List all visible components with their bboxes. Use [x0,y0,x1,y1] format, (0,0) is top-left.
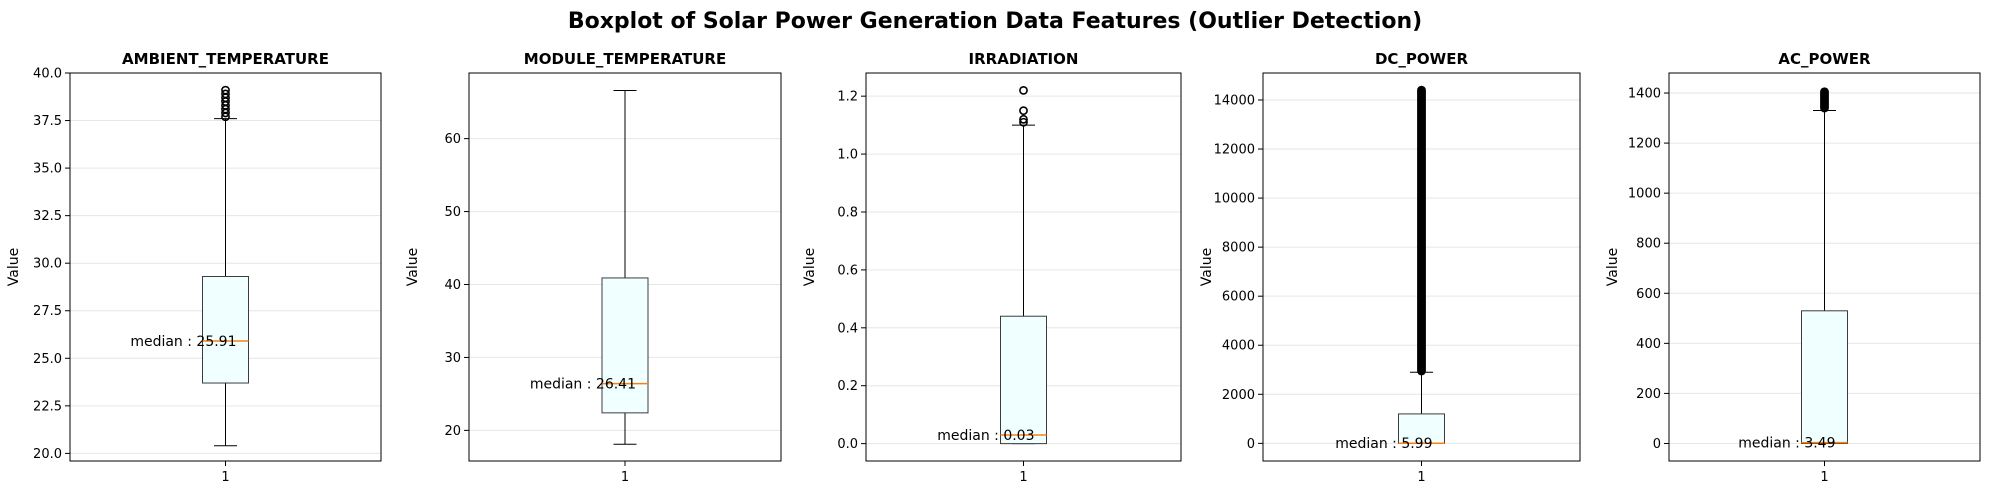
y-tick-label: 0.6 [837,263,858,278]
y-tick-label: 0.8 [837,205,858,220]
y-tick-label: 600 [1636,287,1661,302]
panel-title: MODULE_TEMPERATURE [524,50,726,68]
outlier-point [1019,114,1028,124]
y-tick-label: 200 [1636,387,1661,402]
y-axis-label: Value [405,248,421,286]
y-tick-label: 1.0 [837,148,858,163]
y-tick-label: 32.5 [33,209,62,224]
y-tick-label: 0 [1247,437,1255,452]
y-tick-label: 22.5 [33,399,62,414]
y-tick-label: 10000 [1214,192,1255,207]
median-annotation: median : 25.91 [130,334,236,350]
outlier-point [221,85,230,95]
y-axis-label: Value [6,248,22,286]
x-tick-label: 1 [1820,470,1828,485]
chart-panel-1: 20 30 40 50 60 1 MODULE_TEMPERATURE Value median… [405,50,782,485]
y-tick-label: 1.2 [837,90,858,105]
panel-title: AC_POWER [1778,50,1871,68]
outlier-cluster [1820,87,1829,113]
median-annotation: median : 26.41 [530,377,636,393]
iqr-box [202,276,249,384]
y-tick-label: 0.2 [837,379,858,394]
outlier-point [1019,106,1028,116]
y-tick-label: 20.0 [33,447,62,462]
y-tick-label: 8000 [1222,241,1255,256]
iqr-box [1000,315,1047,445]
chart-panel-3: 0 2000 4000 6000 8000 10000 12000 14000 1 DC_POWE… [1199,50,1581,485]
y-tick-label: 0.4 [837,321,858,336]
x-tick-label: 1 [1417,470,1425,485]
chart-panel-4: 0 200 400 600 800 1000 1200 1400 1 AC_POWER Value m… [1605,50,1981,485]
y-tick-label: 27.5 [33,304,62,319]
y-tick-label: 30 [444,351,461,366]
iqr-box [1801,310,1848,444]
y-axis-label: Value [1605,248,1621,286]
outlier-point [1019,85,1028,95]
chart-panel-2: 0.0 0.2 0.4 0.6 0.8 1.0 1.2 1 IRRADIATION Value me… [802,50,1182,485]
iqr-box [601,277,649,414]
y-tick-label: 30.0 [33,257,62,272]
y-tick-label: 35.0 [33,162,62,177]
median-annotation: median : 0.03 [937,428,1034,444]
y-tick-label: 2000 [1222,388,1255,403]
y-tick-label: 0.0 [837,437,858,452]
y-tick-label: 40.0 [33,67,62,82]
y-tick-label: 60 [444,132,461,147]
y-axis-label: Value [1199,248,1215,286]
outlier-point [1019,117,1028,127]
y-tick-label: 0 [1653,437,1661,452]
y-tick-label: 6000 [1222,290,1255,305]
figure-title: Boxplot of Solar Power Generation Data F… [568,9,1422,34]
panel-title: AMBIENT_TEMPERATURE [122,50,329,68]
y-tick-label: 14000 [1214,93,1255,108]
x-tick-label: 1 [221,470,229,485]
panel-title: DC_POWER [1375,50,1468,68]
y-tick-label: 1400 [1628,87,1661,102]
median-annotation: median : 5.99 [1335,436,1432,452]
y-tick-label: 4000 [1222,339,1255,354]
iqr-box [1398,413,1445,444]
x-tick-label: 1 [1019,470,1027,485]
y-tick-label: 400 [1636,337,1661,352]
outlier-cluster [1417,85,1426,376]
chart-panel-0: 20.0 22.5 25.0 27.5 30.0 32.5 35.0 37.5 40.0 1 AMB… [6,50,382,485]
y-tick-label: 800 [1636,237,1661,252]
y-tick-label: 1200 [1628,137,1661,152]
y-tick-label: 12000 [1214,143,1255,158]
y-tick-label: 40 [444,278,461,293]
panel-title: IRRADIATION [969,50,1079,68]
y-tick-label: 1000 [1628,187,1661,202]
y-tick-label: 20 [444,424,461,439]
y-axis-label: Value [802,248,818,286]
outlier-point [221,89,230,99]
panels: 20.0 22.5 25.0 27.5 30.0 32.5 35.0 37.5 40.0 1 AMB… [6,50,1981,485]
y-tick-label: 50 [444,205,461,220]
y-tick-label: 25.0 [33,352,62,367]
median-annotation: median : 3.49 [1738,436,1835,452]
y-tick-label: 37.5 [33,114,62,129]
x-tick-label: 1 [621,470,629,485]
